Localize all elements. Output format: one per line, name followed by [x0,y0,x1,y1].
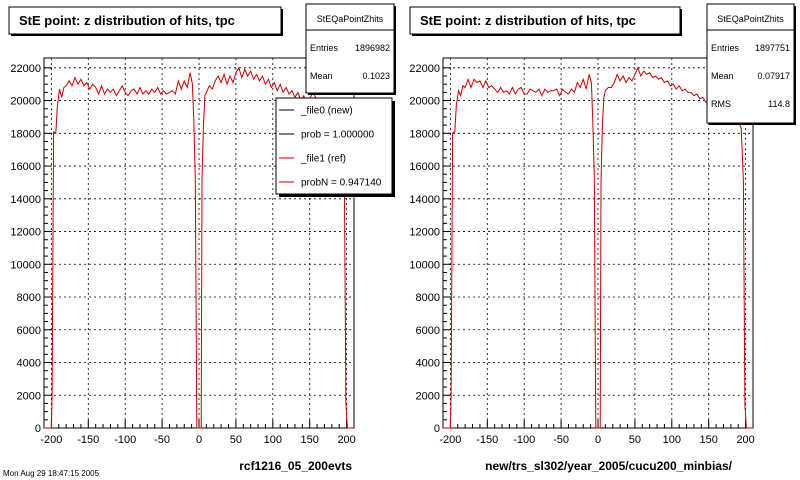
x-tick-label: 150 [301,434,319,446]
stats-title: StEQaPointZhits [717,14,784,24]
legend-box [275,97,393,195]
x-tick-label: -100 [513,434,535,446]
title-box [409,6,681,35]
x-tick-label: 50 [629,434,641,446]
stats-value: 114.8 [768,99,790,109]
stats-value: 0.1023 [362,71,390,81]
stats-title: StEQaPointZhits [317,14,384,24]
stats-label: Entries [310,43,339,53]
x-tick-label: -150 [476,434,498,446]
stats-label: Entries [711,43,740,53]
y-tick-label: 16000 [10,161,41,173]
y-tick-label: 4000 [416,358,440,370]
stats-value: 0.07917 [757,71,790,81]
y-tick-label: 12000 [10,227,41,239]
x-tick-label: -200 [40,434,62,446]
y-tick-label: 18000 [409,128,440,140]
title-box [8,6,282,35]
y-tick-label: 6000 [17,325,41,337]
y-tick-label: 8000 [416,292,440,304]
chart-title: StE point: z distribution of hits, tpc [19,13,235,28]
stats-label: RMS [711,99,731,109]
x-tick-label: -50 [154,434,170,446]
y-tick-label: 2000 [416,390,440,402]
y-tick-label: 2000 [17,390,41,402]
y-tick-label: 22000 [409,63,440,75]
y-tick-label: 20000 [10,96,41,108]
x-tick-label: -100 [114,434,136,446]
y-tick-label: 14000 [409,194,440,206]
y-tick-label: 14000 [10,194,41,206]
y-tick-label: 4000 [17,358,41,370]
x-tick-label: -200 [439,434,461,446]
x-tick-label: 200 [337,434,355,446]
x-tick-label: 50 [230,434,242,446]
left-histogram-panel: -200 -150 -100 -50 0 50 100 150 2000200040006000… [8,3,396,473]
x-tick-label: 0 [196,434,202,446]
right-histogram-panel: -200 -150 -100 -50 0 50 100 150 2000200040006000… [409,3,796,473]
y-tick-label: 10000 [10,259,41,271]
stats-value: 1897751 [755,43,790,53]
legend-label: _file0 (new) [300,106,353,117]
y-tick-label: 12000 [409,227,440,239]
x-tick-label: 150 [700,434,718,446]
x-axis-label: new/trs_sl302/year_2005/cucu200_minbias/ [485,459,732,473]
y-tick-label: 16000 [409,161,440,173]
stats-box [706,3,795,124]
stats-box [305,3,395,94]
y-tick-label: 10000 [409,259,440,271]
x-tick-label: 200 [736,434,754,446]
stats-label: Mean [711,71,734,81]
histogram-line [443,66,753,429]
x-tick-label: -50 [553,434,569,446]
y-tick-label: 0 [434,423,440,435]
y-tick-label: 8000 [17,292,41,304]
timestamp-footer: Mon Aug 29 18:47:15 2005 [3,469,100,478]
legend-label: prob = 1.000000 [301,130,375,141]
x-tick-label: 100 [663,434,681,446]
y-tick-label: 6000 [416,325,440,337]
chart-title: StE point: z distribution of hits, tpc [420,13,636,28]
stats-label: Mean [310,71,333,81]
y-tick-label: 0 [35,423,41,435]
legend-label: _file1 (ref) [300,154,346,165]
x-tick-label: -150 [77,434,99,446]
legend-label: probN = 0.947140 [301,178,382,189]
stats-value: 1896982 [355,43,390,53]
x-tick-label: 0 [595,434,601,446]
y-tick-label: 22000 [10,63,41,75]
y-tick-label: 20000 [409,96,440,108]
x-axis-label: rcf1216_05_200evts [239,459,352,473]
y-tick-label: 18000 [10,128,41,140]
x-tick-label: 100 [264,434,282,446]
